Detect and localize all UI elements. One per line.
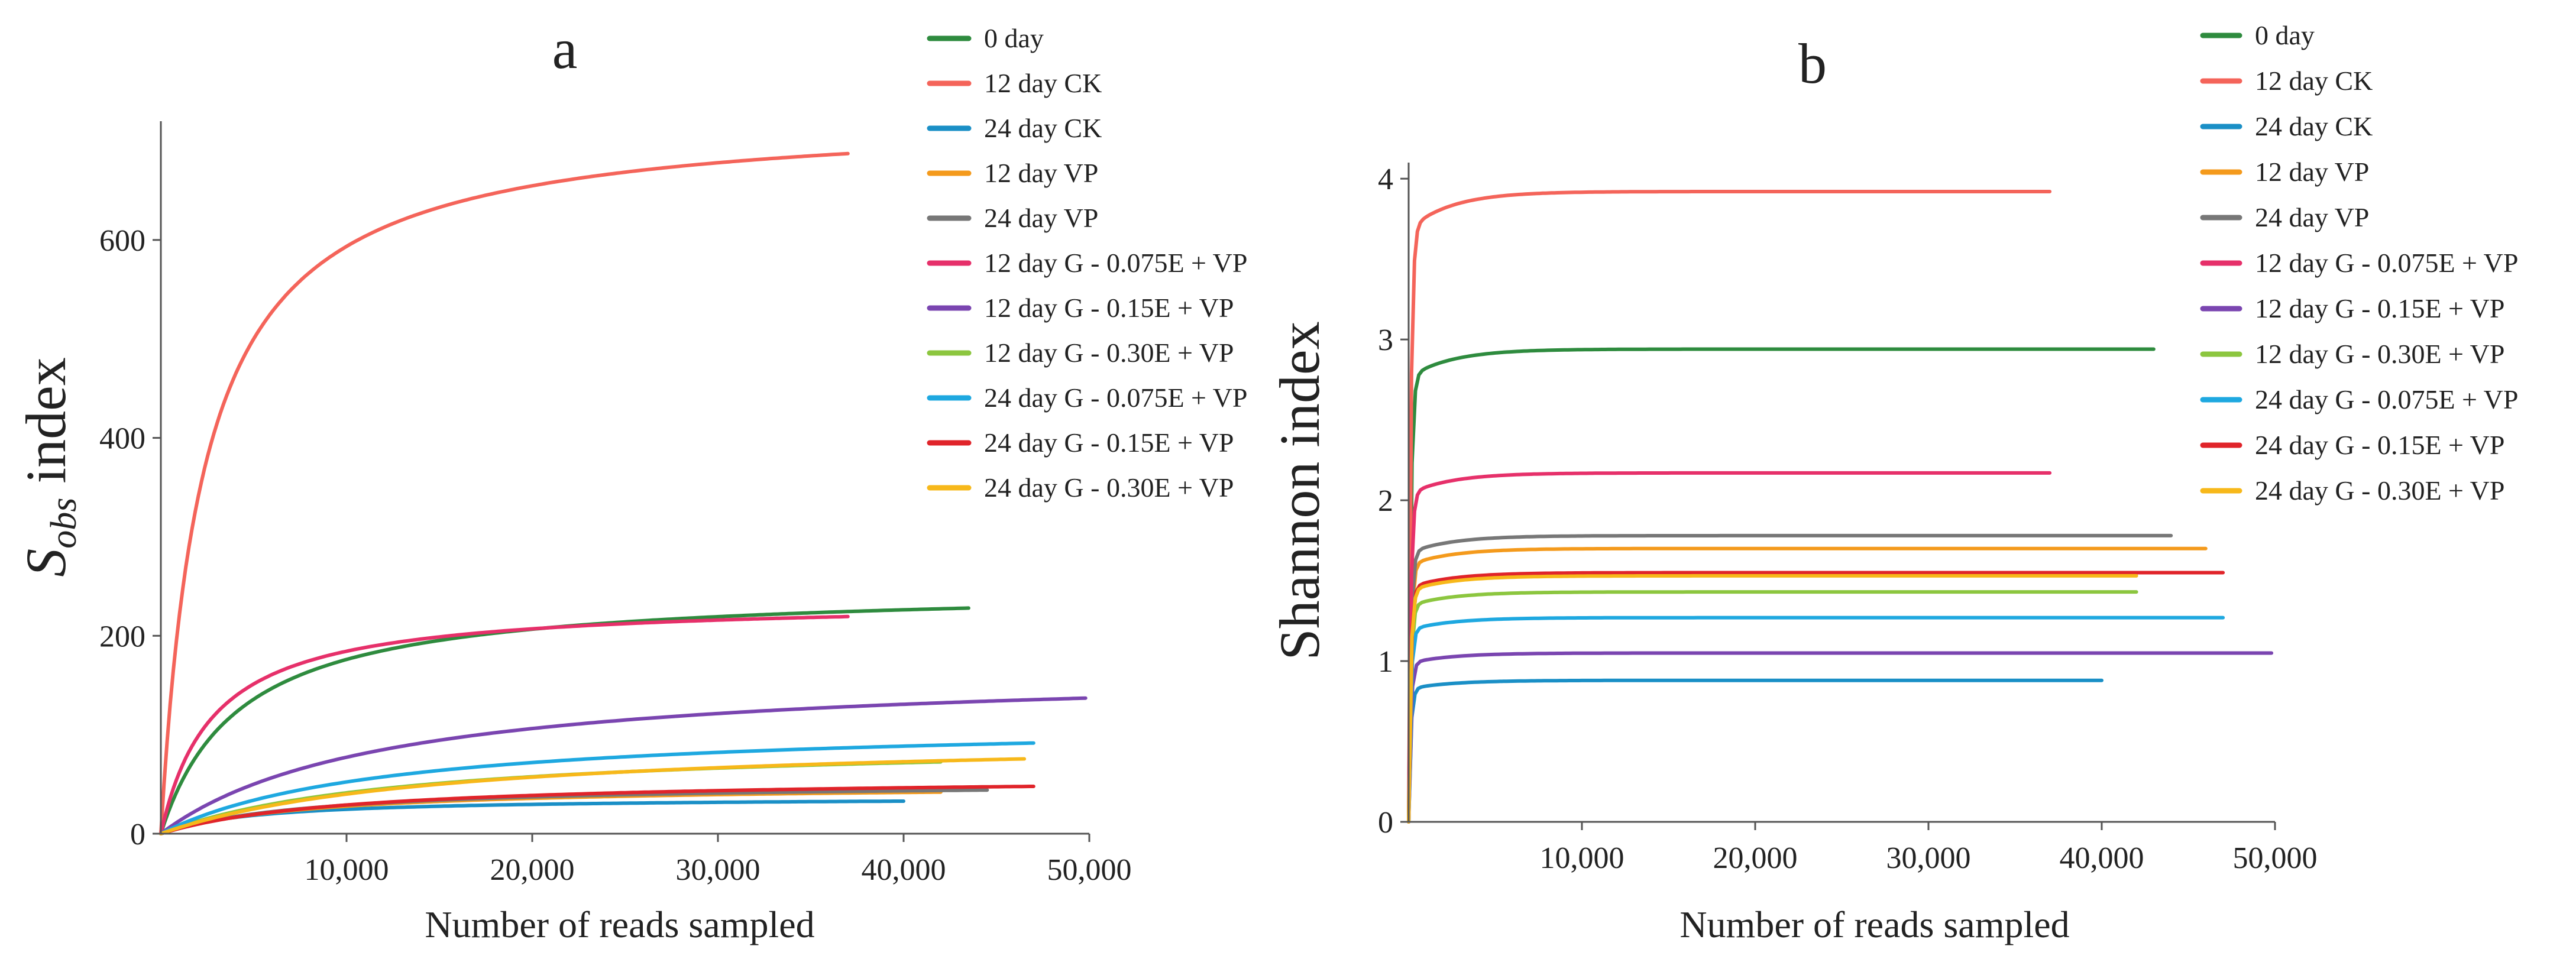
y-tick-label: 0 — [130, 818, 145, 851]
panel-a-lines — [159, 151, 1088, 835]
panel-b-legend: 0 day 12 day CK 24 day CK 12 day VP 24 day V… — [2200, 20, 2518, 506]
legend-label: 24 day CK — [2255, 111, 2373, 141]
series-line — [1407, 571, 2225, 824]
series-line — [159, 785, 1035, 835]
legend-label: 12 day G - 0.30E + VP — [2255, 339, 2504, 369]
x-tick-label: 20,000 — [1713, 841, 1798, 875]
legend-label: 24 day G - 0.075E + VP — [984, 383, 1247, 413]
panel-a-y-axis-label: Sobs index — [14, 357, 84, 576]
panel-a-ticks: 0 200 400 600 10,000 20,000 30,000 40,000 50,000 — [99, 224, 1132, 887]
series-line — [1407, 590, 2138, 824]
panel-b: 0 1 2 3 4 10,000 20,000 30,000 40,000 50,000 b Nu… — [1268, 20, 2518, 945]
panel-b-x-axis-label: Number of reads sampled — [1679, 903, 2069, 945]
series-line — [1407, 546, 2208, 824]
ylabel-rest: index — [14, 357, 77, 497]
panel-b-y-axis-label: Shannon index — [1268, 321, 1331, 660]
series-line — [1407, 651, 2274, 824]
legend-label: 0 day — [2255, 20, 2315, 50]
panel-a-title: a — [552, 17, 578, 80]
legend-label: 24 day G - 0.15E + VP — [2255, 430, 2504, 460]
legend-label: 24 day VP — [984, 203, 1098, 233]
y-tick-label: 2 — [1378, 484, 1393, 518]
series-line — [159, 696, 1088, 835]
legend-label: 24 day CK — [984, 113, 1102, 143]
legend-label: 12 day CK — [2255, 66, 2373, 96]
panel-b-ticks: 0 1 2 3 4 10,000 20,000 30,000 40,000 50,000 — [1378, 163, 2318, 875]
legend-label: 12 day G - 0.075E + VP — [2255, 248, 2518, 278]
panel-a-legend: 0 day 12 day CK 24 day CK 12 day VP 24 day V… — [927, 23, 1247, 503]
x-tick-label: 30,000 — [676, 853, 760, 887]
y-tick-label: 1 — [1378, 645, 1393, 679]
x-tick-label: 30,000 — [1886, 841, 1971, 875]
legend-label: 24 day G - 0.30E + VP — [2255, 475, 2504, 506]
legend-label: 12 day VP — [2255, 157, 2369, 187]
series-line — [1407, 678, 2103, 824]
x-tick-label: 40,000 — [862, 853, 946, 887]
ylabel-main: S — [14, 549, 77, 577]
y-tick-label: 400 — [99, 422, 145, 456]
x-tick-label: 20,000 — [490, 853, 575, 887]
y-tick-label: 600 — [99, 224, 145, 258]
y-tick-label: 4 — [1378, 163, 1393, 196]
legend-label: 12 day CK — [984, 68, 1102, 98]
series-line — [159, 151, 850, 835]
legend-label: 12 day G - 0.075E + VP — [984, 248, 1247, 278]
series-line — [1407, 616, 2225, 824]
series-line — [1407, 574, 2138, 824]
y-tick-label: 0 — [1378, 806, 1393, 840]
legend-label: 12 day VP — [984, 158, 1098, 188]
series-line — [1407, 471, 2052, 824]
series-line — [1407, 347, 2156, 824]
legend-label: 24 day VP — [2255, 202, 2369, 232]
series-line — [159, 741, 1035, 835]
series-line — [1407, 533, 2173, 824]
panel-a: 0 200 400 600 10,000 20,000 30,000 40,000 50,000… — [14, 17, 1247, 945]
x-tick-label: 50,000 — [2233, 841, 2318, 875]
y-tick-label: 3 — [1378, 323, 1393, 357]
ylabel-subscript: obs — [44, 498, 84, 549]
legend-label: 24 day G - 0.15E + VP — [984, 427, 1234, 458]
legend-label: 12 day G - 0.15E + VP — [984, 293, 1234, 323]
series-line — [159, 614, 850, 835]
legend-label: 0 day — [984, 23, 1044, 53]
series-line — [159, 757, 1027, 835]
x-tick-label: 10,000 — [1540, 841, 1624, 875]
panel-b-lines — [1407, 190, 2274, 824]
series-line — [1407, 190, 2052, 824]
panel-b-title: b — [1798, 32, 1827, 95]
legend-label: 24 day G - 0.075E + VP — [2255, 384, 2518, 414]
x-tick-label: 50,000 — [1047, 853, 1132, 887]
x-tick-label: 40,000 — [2060, 841, 2144, 875]
legend-label: 24 day G - 0.30E + VP — [984, 472, 1234, 503]
legend-label: 12 day G - 0.30E + VP — [984, 338, 1234, 368]
panel-a-x-axis-label: Number of reads sampled — [425, 903, 814, 945]
legend-label: 12 day G - 0.15E + VP — [2255, 293, 2504, 323]
y-tick-label: 200 — [99, 620, 145, 653]
x-tick-label: 10,000 — [305, 853, 389, 887]
